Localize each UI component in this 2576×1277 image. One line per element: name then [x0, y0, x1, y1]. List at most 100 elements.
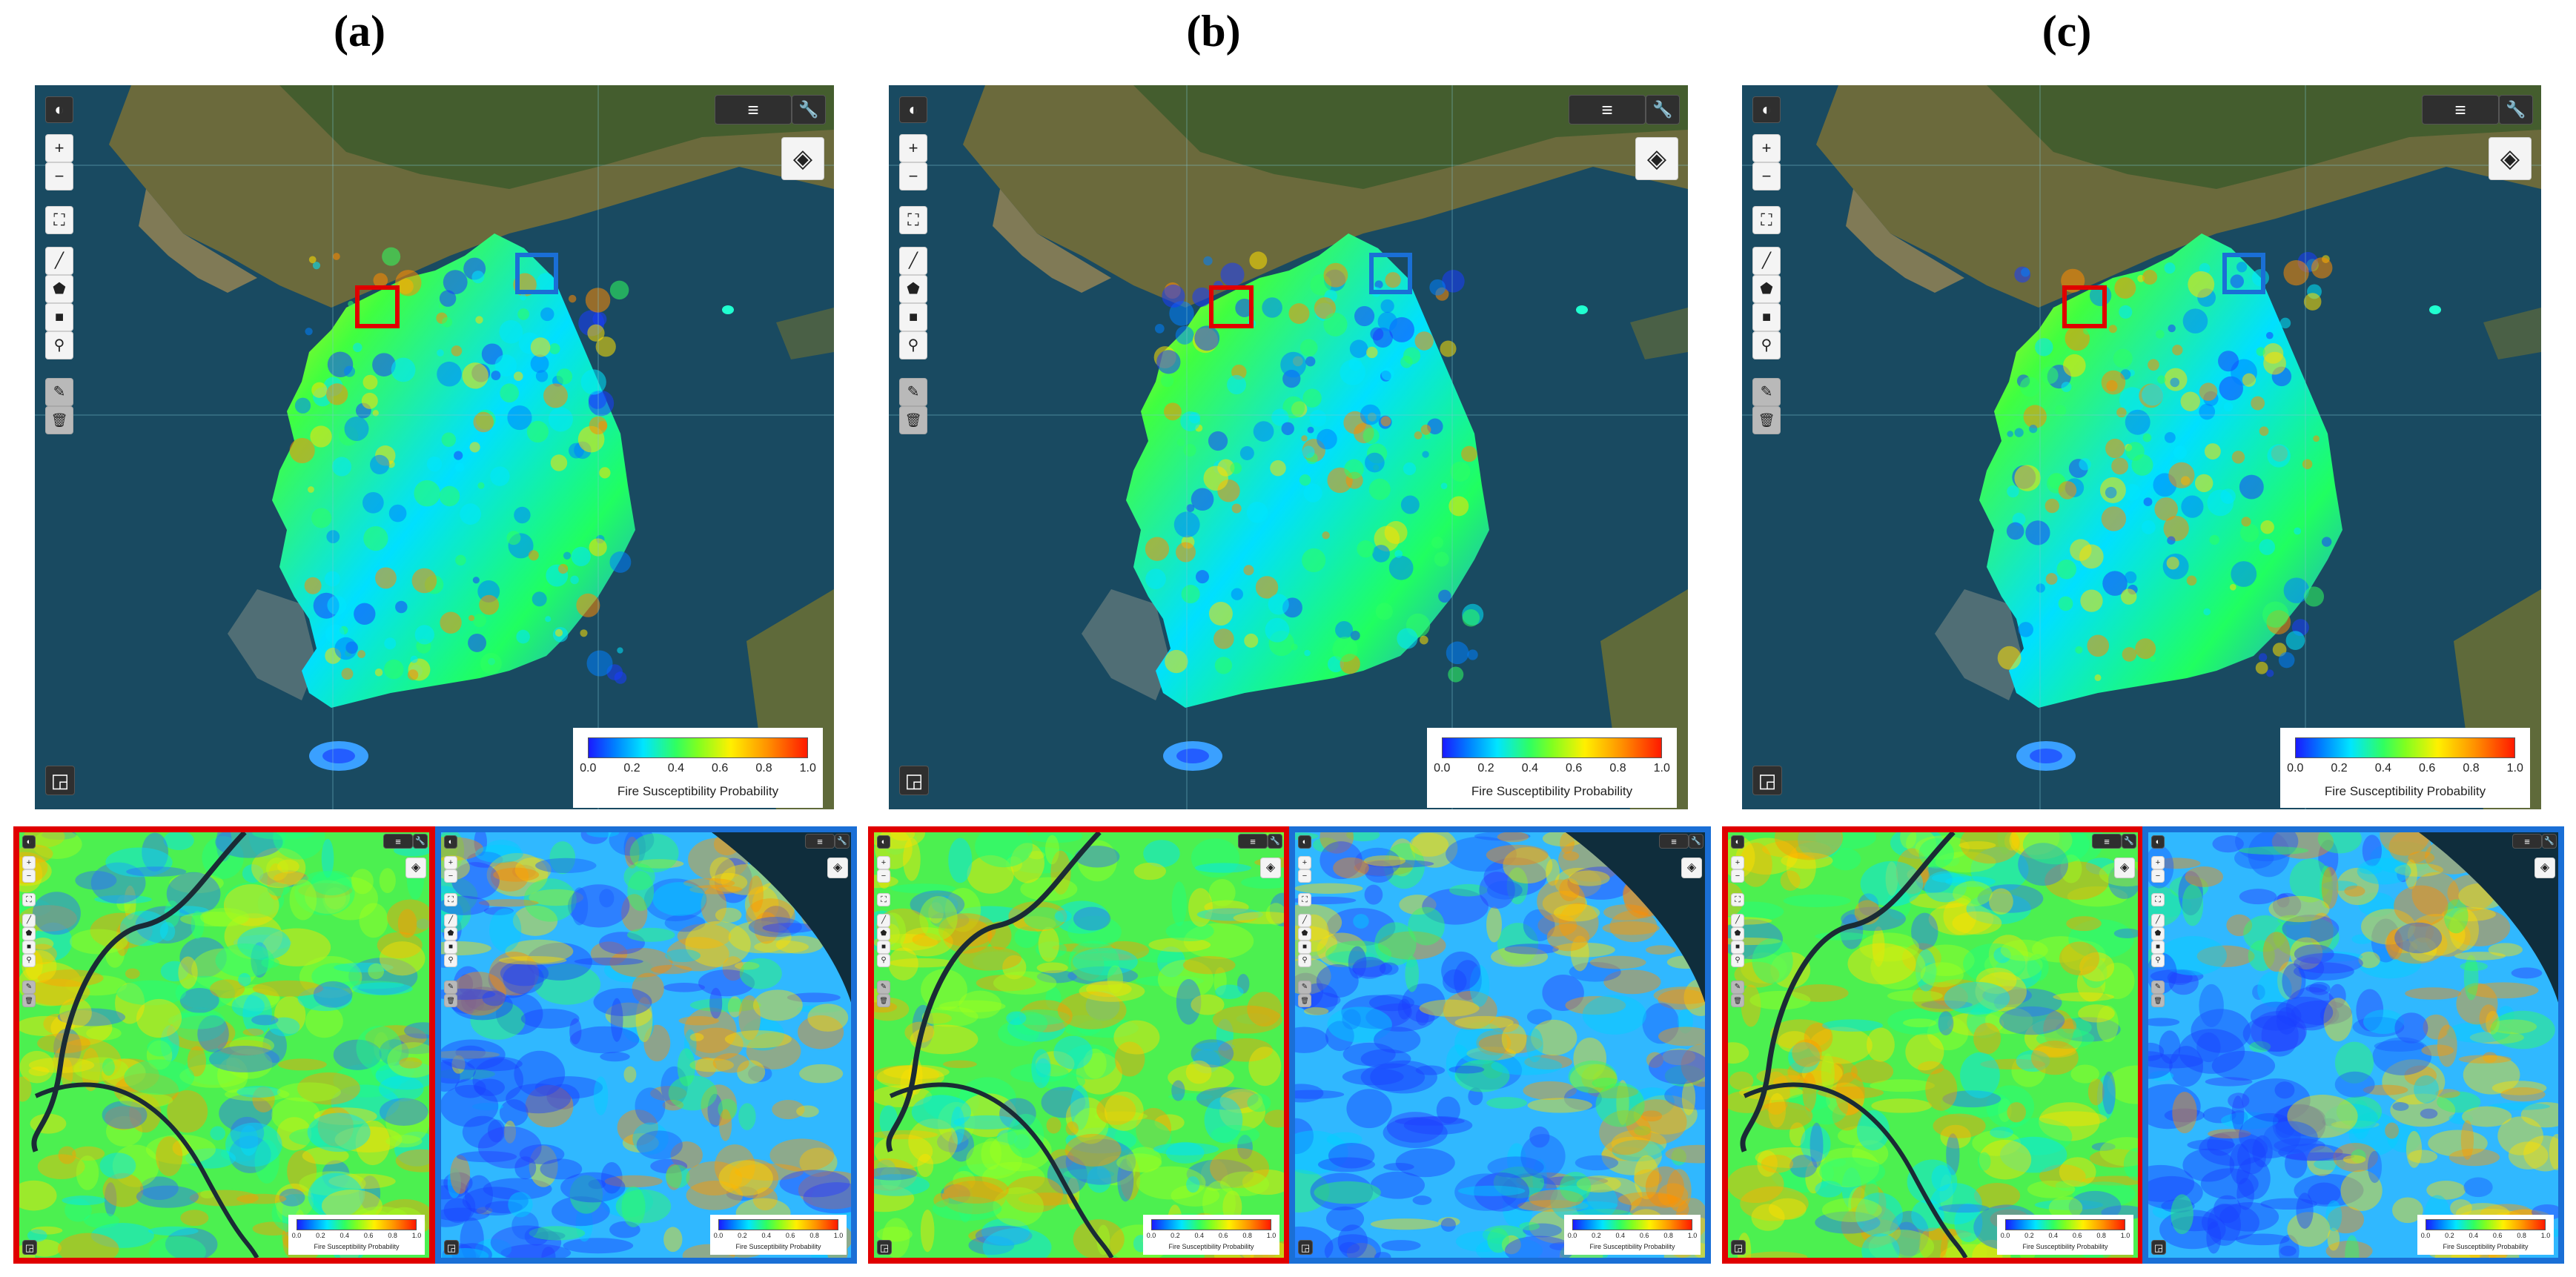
- draw-rectangle-button[interactable]: ■: [899, 303, 927, 331]
- edit-button[interactable]: ✎: [2151, 981, 2165, 994]
- edit-button[interactable]: ✎: [899, 378, 927, 406]
- layers-button[interactable]: ◈: [2489, 137, 2532, 180]
- globe-button[interactable]: ◐: [1731, 835, 1744, 849]
- globe-button[interactable]: ◐: [1752, 96, 1781, 123]
- draw-polygon-button[interactable]: ⬟: [22, 927, 36, 941]
- overview-map[interactable]: ◐ + − ⛶ ╱ ⬟ ■ ⚲ ✎ 🗑 ≡ 🔧 ◈ ◲ 0.0 0.2 0.4 0.6 0.8 1.0 Fire Sus…: [889, 85, 1688, 809]
- edit-button[interactable]: ✎: [444, 981, 457, 994]
- settings-button[interactable]: 🔧: [792, 95, 826, 125]
- delete-button[interactable]: 🗑: [1752, 406, 1781, 434]
- settings-button[interactable]: 🔧: [2499, 95, 2533, 125]
- zoom-panel-blue-roi[interactable]: ◐ + − ⛶ ╱ ⬟ ■ ⚲ ✎ 🗑 ≡ 🔧 ◈ ◲ 0.0 0.2 0.4 0.6 0.8 1.0 Fire Sus…: [1289, 826, 1711, 1264]
- zoom-in-button[interactable]: +: [899, 134, 927, 162]
- overview-map[interactable]: ◐ + − ⛶ ╱ ⬟ ■ ⚲ ✎ 🗑 ≡ 🔧 ◈ ◲ 0.0 0.2 0.4 0.6 0.8 1.0 Fire Sus…: [1742, 85, 2541, 809]
- settings-button[interactable]: 🔧: [2122, 834, 2136, 849]
- minimap-button[interactable]: ◲: [2151, 1240, 2166, 1255]
- draw-polygon-button[interactable]: ⬟: [45, 275, 73, 303]
- minimap-button[interactable]: ◲: [877, 1240, 892, 1255]
- minimap-button[interactable]: ◲: [899, 766, 929, 795]
- draw-line-button[interactable]: ╱: [45, 247, 73, 275]
- fullscreen-button[interactable]: ⛶: [1731, 893, 1744, 906]
- settings-button[interactable]: 🔧: [1689, 834, 1703, 849]
- draw-polygon-button[interactable]: ⬟: [444, 927, 457, 941]
- zoom-panel-red-roi[interactable]: ◐ + − ⛶ ╱ ⬟ ■ ⚲ ✎ 🗑 ≡ 🔧 ◈ ◲ 0.0 0.2 0.4 0.6 0.8 1.0 Fire Sus…: [868, 826, 1290, 1264]
- zoom-panel-blue-roi[interactable]: ◐ + − ⛶ ╱ ⬟ ■ ⚲ ✎ 🗑 ≡ 🔧 ◈ ◲ 0.0 0.2 0.4 0.6 0.8 1.0 Fire Sus…: [435, 826, 857, 1264]
- layers-button[interactable]: ◈: [1635, 137, 1678, 180]
- delete-button[interactable]: 🗑: [1731, 994, 1744, 1007]
- zoom-out-button[interactable]: −: [899, 162, 927, 190]
- marker-button[interactable]: ⚲: [1731, 954, 1744, 967]
- zoom-out-button[interactable]: −: [444, 869, 457, 883]
- minimap-button[interactable]: ◲: [1752, 766, 1782, 795]
- marker-button[interactable]: ⚲: [1298, 954, 1311, 967]
- zoom-in-button[interactable]: +: [22, 856, 36, 869]
- marker-button[interactable]: ⚲: [2151, 954, 2165, 967]
- zoom-in-button[interactable]: +: [444, 856, 457, 869]
- fullscreen-button[interactable]: ⛶: [877, 893, 890, 906]
- list-button[interactable]: ≡: [2512, 834, 2542, 849]
- minimap-button[interactable]: ◲: [1298, 1240, 1313, 1255]
- zoom-panel-red-roi[interactable]: ◐ + − ⛶ ╱ ⬟ ■ ⚲ ✎ 🗑 ≡ 🔧 ◈ ◲ 0.0 0.2 0.4 0.6 0.8 1.0 Fire Sus…: [13, 826, 435, 1264]
- draw-line-button[interactable]: ╱: [444, 914, 457, 927]
- fullscreen-button[interactable]: ⛶: [22, 893, 36, 906]
- zoom-out-button[interactable]: −: [22, 869, 36, 883]
- draw-rectangle-button[interactable]: ■: [1298, 941, 1311, 954]
- list-button[interactable]: ≡: [1569, 95, 1646, 125]
- draw-rectangle-button[interactable]: ■: [2151, 941, 2165, 954]
- zoom-panel-blue-roi[interactable]: ◐ + − ⛶ ╱ ⬟ ■ ⚲ ✎ 🗑 ≡ 🔧 ◈ ◲ 0.0 0.2 0.4 0.6 0.8 1.0 Fire Sus…: [2142, 826, 2564, 1264]
- draw-polygon-button[interactable]: ⬟: [1731, 927, 1744, 941]
- settings-button[interactable]: 🔧: [1646, 95, 1680, 125]
- layers-button[interactable]: ◈: [1260, 858, 1281, 878]
- draw-polygon-button[interactable]: ⬟: [877, 927, 890, 941]
- zoom-out-button[interactable]: −: [45, 162, 73, 190]
- fullscreen-button[interactable]: ⛶: [899, 206, 927, 234]
- overview-map[interactable]: ◐ + − ⛶ ╱ ⬟ ■ ⚲ ✎ 🗑 ≡ 🔧 ◈ ◲ 0.0 0.2 0.4 0.6 0.8 1.0 Fire Sus…: [35, 85, 834, 809]
- draw-line-button[interactable]: ╱: [1752, 247, 1781, 275]
- layers-button[interactable]: ◈: [827, 858, 848, 878]
- globe-button[interactable]: ◐: [1298, 835, 1311, 849]
- marker-button[interactable]: ⚲: [22, 954, 36, 967]
- draw-line-button[interactable]: ╱: [899, 247, 927, 275]
- list-button[interactable]: ≡: [383, 834, 413, 849]
- edit-button[interactable]: ✎: [1752, 378, 1781, 406]
- draw-line-button[interactable]: ╱: [1298, 914, 1311, 927]
- minimap-button[interactable]: ◲: [1731, 1240, 1746, 1255]
- settings-button[interactable]: 🔧: [1268, 834, 1282, 849]
- fullscreen-button[interactable]: ⛶: [1752, 206, 1781, 234]
- fullscreen-button[interactable]: ⛶: [1298, 893, 1311, 906]
- edit-button[interactable]: ✎: [1731, 981, 1744, 994]
- delete-button[interactable]: 🗑: [2151, 994, 2165, 1007]
- draw-line-button[interactable]: ╱: [877, 914, 890, 927]
- globe-button[interactable]: ◐: [877, 835, 890, 849]
- delete-button[interactable]: 🗑: [899, 406, 927, 434]
- edit-button[interactable]: ✎: [45, 378, 73, 406]
- list-button[interactable]: ≡: [805, 834, 835, 849]
- settings-button[interactable]: 🔧: [2542, 834, 2557, 849]
- draw-polygon-button[interactable]: ⬟: [2151, 927, 2165, 941]
- globe-button[interactable]: ◐: [2151, 835, 2165, 849]
- marker-button[interactable]: ⚲: [899, 331, 927, 359]
- draw-line-button[interactable]: ╱: [2151, 914, 2165, 927]
- marker-button[interactable]: ⚲: [877, 954, 890, 967]
- layers-button[interactable]: ◈: [2534, 858, 2555, 878]
- zoom-in-button[interactable]: +: [2151, 856, 2165, 869]
- draw-rectangle-button[interactable]: ■: [877, 941, 890, 954]
- layers-button[interactable]: ◈: [2114, 858, 2135, 878]
- draw-rectangle-button[interactable]: ■: [1752, 303, 1781, 331]
- layers-button[interactable]: ◈: [1681, 858, 1702, 878]
- marker-button[interactable]: ⚲: [1752, 331, 1781, 359]
- settings-button[interactable]: 🔧: [413, 834, 428, 849]
- edit-button[interactable]: ✎: [22, 981, 36, 994]
- marker-button[interactable]: ⚲: [45, 331, 73, 359]
- delete-button[interactable]: 🗑: [877, 994, 890, 1007]
- delete-button[interactable]: 🗑: [22, 994, 36, 1007]
- draw-rectangle-button[interactable]: ■: [45, 303, 73, 331]
- draw-polygon-button[interactable]: ⬟: [899, 275, 927, 303]
- zoom-out-button[interactable]: −: [1752, 162, 1781, 190]
- minimap-button[interactable]: ◲: [45, 766, 75, 795]
- zoom-in-button[interactable]: +: [1298, 856, 1311, 869]
- zoom-in-button[interactable]: +: [1731, 856, 1744, 869]
- list-button[interactable]: ≡: [715, 95, 792, 125]
- draw-polygon-button[interactable]: ⬟: [1298, 927, 1311, 941]
- marker-button[interactable]: ⚲: [444, 954, 457, 967]
